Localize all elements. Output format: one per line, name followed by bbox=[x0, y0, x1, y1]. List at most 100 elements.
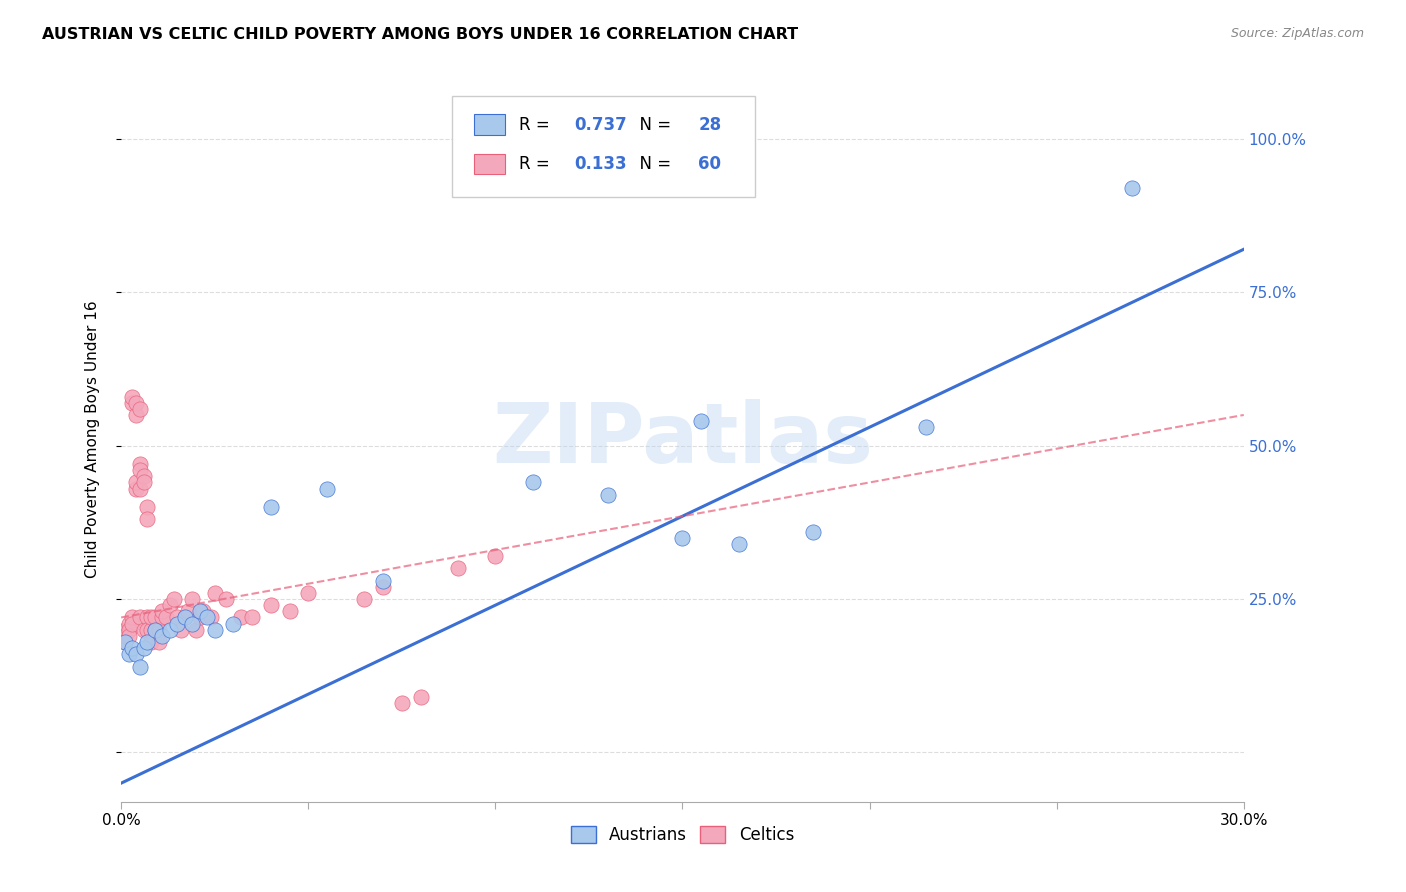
Point bbox=[260, 598, 283, 612]
Text: R =: R = bbox=[519, 115, 554, 134]
Point bbox=[136, 623, 159, 637]
Point bbox=[143, 610, 166, 624]
Point bbox=[181, 592, 204, 607]
Point bbox=[188, 610, 211, 624]
Point bbox=[136, 610, 159, 624]
Point bbox=[132, 641, 155, 656]
Point bbox=[177, 604, 200, 618]
Point bbox=[114, 635, 136, 649]
Point bbox=[353, 592, 375, 607]
Y-axis label: Child Poverty Among Boys Under 16: Child Poverty Among Boys Under 16 bbox=[86, 301, 100, 578]
Point bbox=[128, 463, 150, 477]
Text: N =: N = bbox=[628, 155, 676, 173]
Text: 60: 60 bbox=[699, 155, 721, 173]
Point bbox=[1121, 181, 1143, 195]
Text: R =: R = bbox=[519, 155, 554, 173]
Point bbox=[155, 610, 177, 624]
Point bbox=[316, 482, 339, 496]
Point bbox=[193, 604, 215, 618]
Point bbox=[150, 629, 173, 643]
Point bbox=[125, 408, 148, 422]
Point bbox=[204, 623, 226, 637]
Point bbox=[132, 623, 155, 637]
Point bbox=[204, 586, 226, 600]
Point bbox=[148, 623, 170, 637]
Point bbox=[143, 623, 166, 637]
Point bbox=[132, 469, 155, 483]
Point bbox=[136, 635, 159, 649]
Point bbox=[260, 500, 283, 514]
Text: 0.133: 0.133 bbox=[575, 155, 627, 173]
Point bbox=[484, 549, 506, 563]
Text: AUSTRIAN VS CELTIC CHILD POVERTY AMONG BOYS UNDER 16 CORRELATION CHART: AUSTRIAN VS CELTIC CHILD POVERTY AMONG B… bbox=[42, 27, 799, 42]
Point bbox=[297, 586, 319, 600]
Point bbox=[229, 610, 252, 624]
Point bbox=[447, 561, 470, 575]
Point bbox=[188, 604, 211, 618]
Point bbox=[181, 616, 204, 631]
Point bbox=[139, 635, 162, 649]
Point bbox=[150, 610, 173, 624]
Point bbox=[128, 659, 150, 673]
Point bbox=[117, 629, 139, 643]
Point bbox=[173, 610, 195, 624]
Text: 28: 28 bbox=[699, 115, 721, 134]
FancyBboxPatch shape bbox=[453, 95, 755, 197]
Point bbox=[200, 610, 222, 624]
Point bbox=[143, 623, 166, 637]
Point bbox=[125, 395, 148, 409]
Point bbox=[522, 475, 544, 490]
Point bbox=[125, 475, 148, 490]
Point bbox=[170, 623, 193, 637]
Point bbox=[222, 616, 245, 631]
Point bbox=[128, 401, 150, 416]
Point bbox=[136, 500, 159, 514]
Text: 0.737: 0.737 bbox=[575, 115, 627, 134]
Point bbox=[148, 635, 170, 649]
Point bbox=[117, 648, 139, 662]
Point bbox=[114, 635, 136, 649]
Point bbox=[132, 475, 155, 490]
Point bbox=[215, 592, 238, 607]
FancyBboxPatch shape bbox=[474, 154, 505, 175]
Point bbox=[671, 531, 693, 545]
Point bbox=[159, 623, 181, 637]
Point bbox=[173, 610, 195, 624]
Point bbox=[125, 648, 148, 662]
Point bbox=[914, 420, 936, 434]
Point bbox=[240, 610, 263, 624]
Point bbox=[114, 623, 136, 637]
Point bbox=[184, 623, 207, 637]
Text: ZIPatlas: ZIPatlas bbox=[492, 399, 873, 480]
Point bbox=[371, 574, 394, 588]
Point bbox=[195, 610, 218, 624]
Point bbox=[121, 610, 143, 624]
Point bbox=[114, 629, 136, 643]
Point bbox=[117, 616, 139, 631]
Point bbox=[139, 623, 162, 637]
Point bbox=[278, 604, 301, 618]
Point bbox=[121, 641, 143, 656]
Point bbox=[803, 524, 825, 539]
Point bbox=[596, 488, 619, 502]
Text: Source: ZipAtlas.com: Source: ZipAtlas.com bbox=[1230, 27, 1364, 40]
Point bbox=[727, 537, 749, 551]
Point bbox=[121, 390, 143, 404]
Point bbox=[117, 623, 139, 637]
Point bbox=[125, 482, 148, 496]
Point bbox=[128, 610, 150, 624]
Point bbox=[159, 598, 181, 612]
Point bbox=[371, 580, 394, 594]
Legend: Austrians, Celtics: Austrians, Celtics bbox=[571, 826, 794, 844]
Point bbox=[136, 512, 159, 526]
Point bbox=[166, 610, 188, 624]
Point bbox=[128, 457, 150, 471]
Point bbox=[409, 690, 432, 705]
FancyBboxPatch shape bbox=[474, 114, 505, 135]
Point bbox=[162, 592, 184, 607]
Point bbox=[121, 616, 143, 631]
Point bbox=[690, 414, 713, 428]
Point bbox=[128, 482, 150, 496]
Text: N =: N = bbox=[628, 115, 676, 134]
Point bbox=[139, 610, 162, 624]
